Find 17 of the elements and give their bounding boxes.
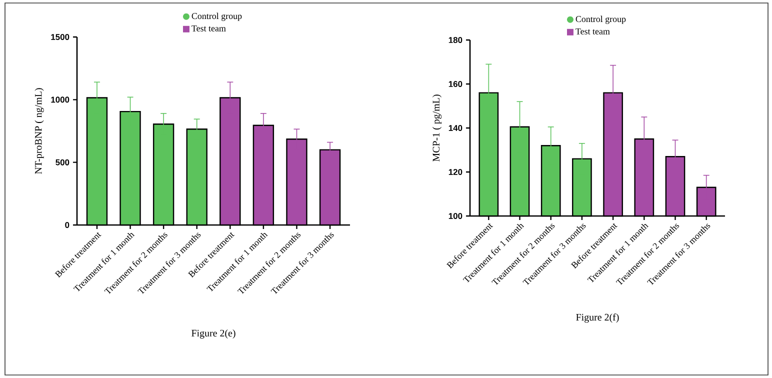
legend-label: Test team [576, 28, 610, 34]
y-tick-label: 180 [448, 37, 462, 44]
y-tick-label: 120 [448, 169, 462, 175]
caption: Figure 2(e) [192, 330, 236, 339]
y-tick-label: 1000 [51, 96, 70, 103]
y-tick-label: 1500 [51, 34, 70, 40]
y-tick-label: 0 [65, 222, 70, 228]
caption: Figure 2(f) [576, 313, 619, 323]
y-axis-title: NT-proBNP ( ng/mL) [34, 88, 44, 174]
legend-label: Control group [192, 12, 242, 21]
legend-label: Control group [576, 16, 626, 24]
y-tick-label: 160 [448, 81, 462, 87]
y-tick-label: 140 [448, 125, 462, 131]
y-tick-label: 100 [448, 213, 462, 219]
y-tick-label: 500 [56, 159, 70, 166]
y-axis-title: MCP-1 ( pg/mL) [432, 94, 442, 162]
legend-label: Test team [192, 25, 226, 32]
